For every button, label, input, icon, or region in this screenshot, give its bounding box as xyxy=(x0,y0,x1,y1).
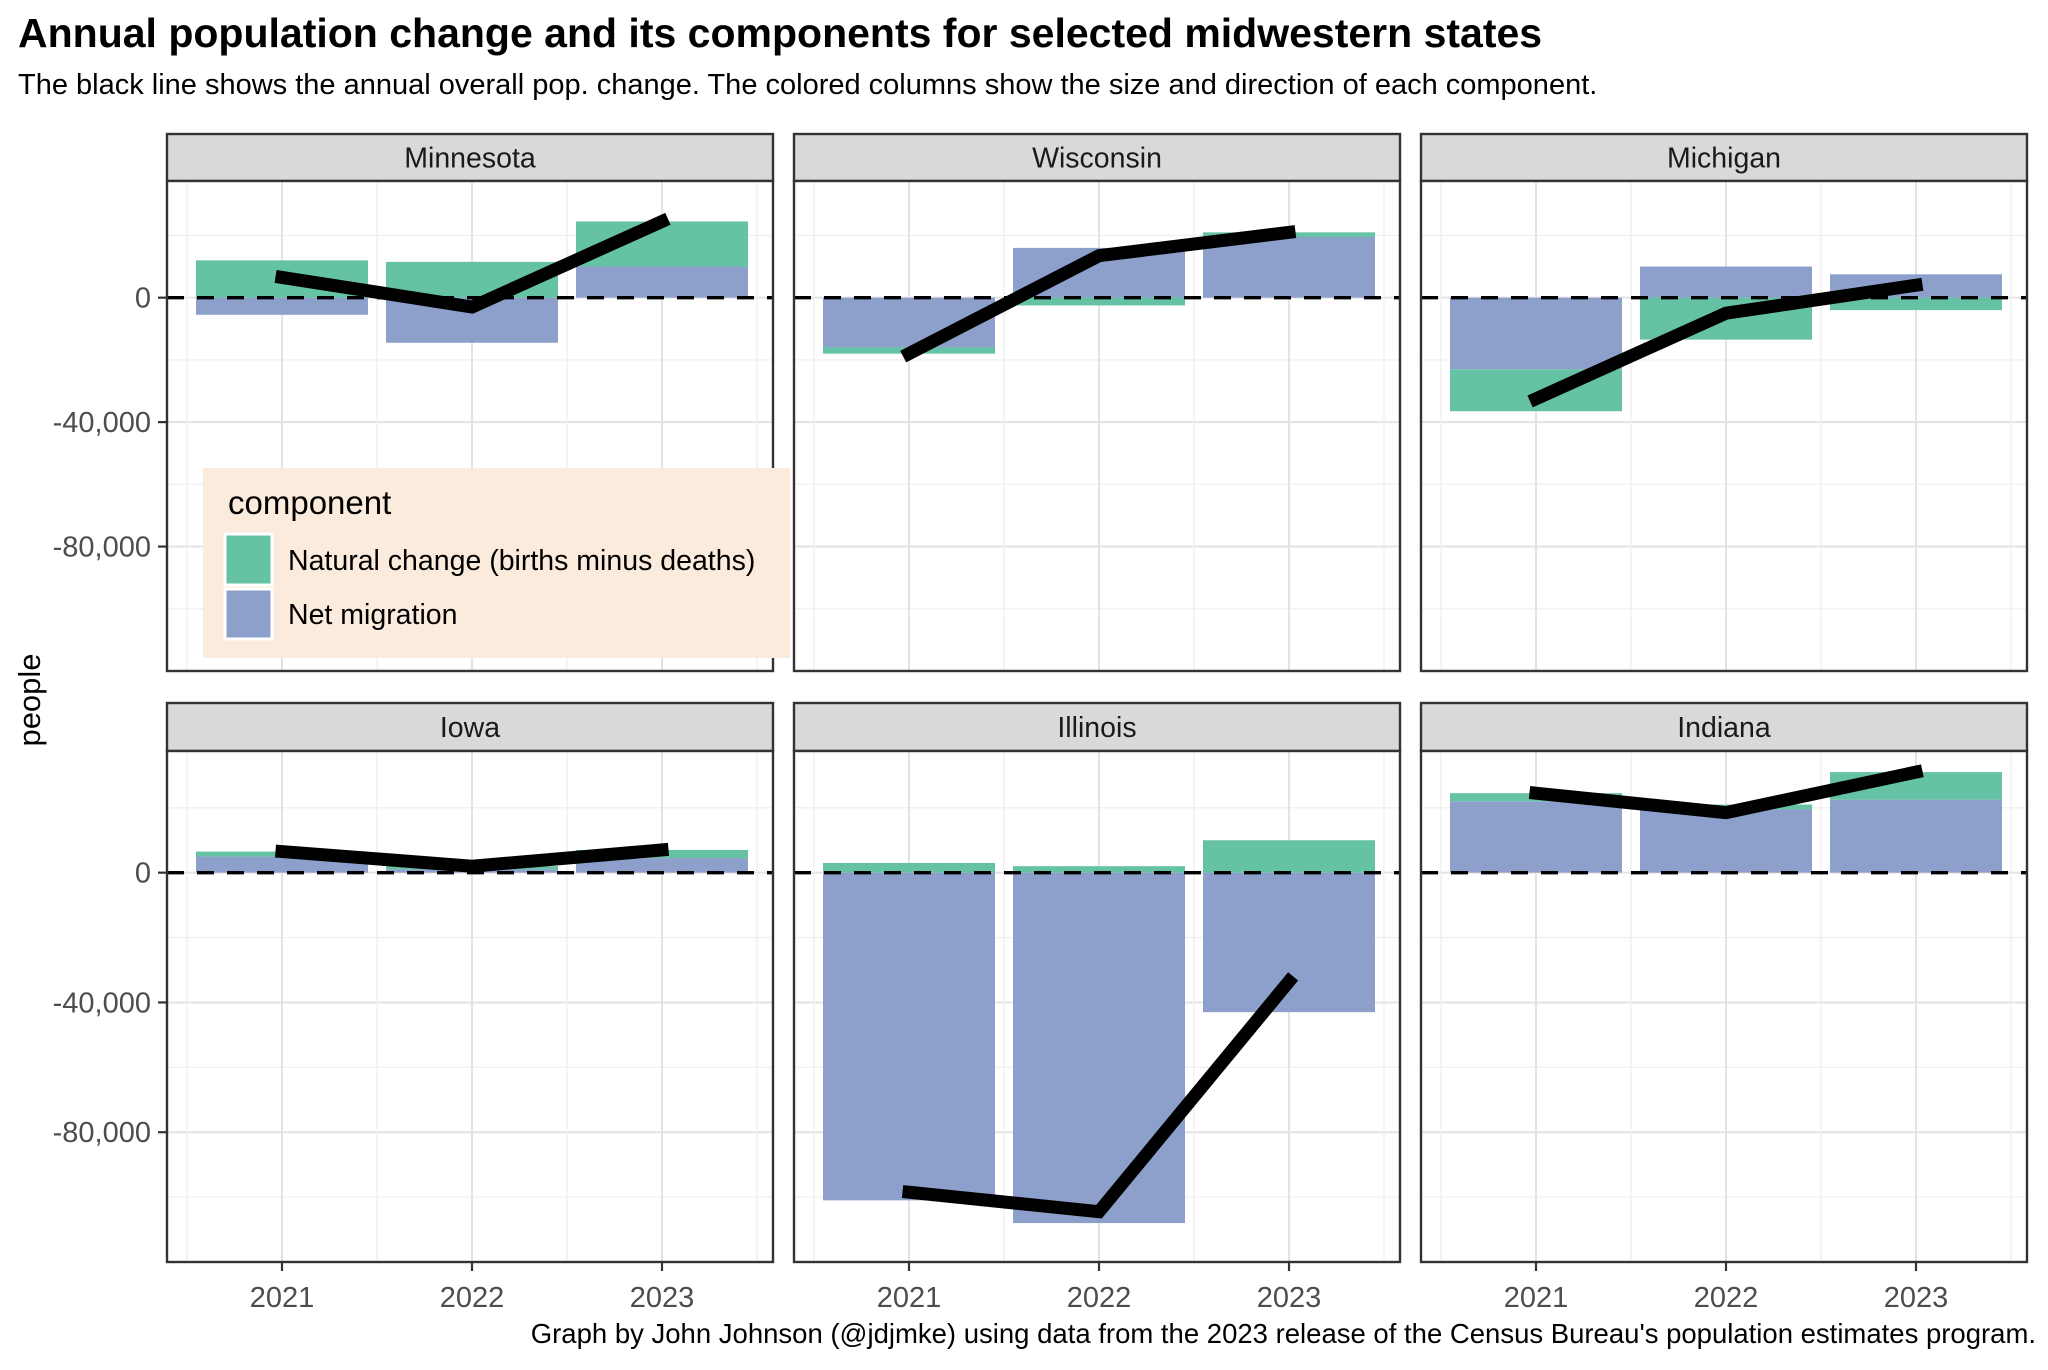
panel-border xyxy=(792,749,1402,1264)
x-tick-label-2022: 2022 xyxy=(1694,1282,1759,1314)
facet-strip xyxy=(792,701,1402,753)
facet-wisconsin: Wisconsin xyxy=(792,132,1402,673)
panel-border xyxy=(792,179,1402,673)
legend-background xyxy=(203,468,790,658)
facet-strip xyxy=(165,701,775,753)
x-tick-label-2021: 2021 xyxy=(1504,1282,1569,1314)
y-tick-label: 0 xyxy=(135,858,151,890)
facet-strip-label: Minnesota xyxy=(404,143,536,175)
bar-segment-net_migration-2021 xyxy=(1450,801,1622,873)
bar-segment-net_migration-2021 xyxy=(196,297,368,315)
panel-border xyxy=(165,749,775,1264)
legend-label-natural-change: Natural change (births minus deaths) xyxy=(288,545,755,577)
facet-indiana: Indiana xyxy=(1419,701,2029,1264)
y-tick-label: -40,000 xyxy=(53,987,151,1019)
legend-swatch-net-migration xyxy=(223,587,274,641)
bar-segment-natural_change-2022 xyxy=(1013,866,1185,873)
facet-strip xyxy=(1419,132,2029,183)
total-change-line xyxy=(1527,277,1924,408)
bar-segment-net_migration-2022 xyxy=(1640,266,1812,298)
facet-illinois: Illinois xyxy=(792,701,1402,1264)
panel-background xyxy=(167,751,773,1262)
facet-strip xyxy=(792,132,1402,183)
bar-segment-net_migration-2022 xyxy=(1013,872,1185,1224)
facet-michigan: Michigan xyxy=(1419,132,2029,673)
caption: Graph by John Johnson (@jdjmke) using da… xyxy=(531,1318,2036,1349)
bar-segment-natural_change-2022 xyxy=(1013,297,1185,306)
x-tick-label-2021: 2021 xyxy=(877,1282,942,1314)
facet-strip-label: Wisconsin xyxy=(1032,143,1162,175)
bar-segment-net_migration-2021 xyxy=(823,872,995,1201)
legend-swatch-natural-change xyxy=(223,532,274,587)
facet-strip-label: Indiana xyxy=(1677,712,1771,744)
x-tick-label-2021: 2021 xyxy=(250,1282,315,1314)
bar-segment-net_migration-2023 xyxy=(576,858,748,873)
x-tick-label-2022: 2022 xyxy=(1067,1282,1132,1314)
x-tick-label-2022: 2022 xyxy=(440,1282,505,1314)
legend: component Natural change (births minus d… xyxy=(203,468,790,658)
y-tick-label: -80,000 xyxy=(53,532,151,564)
total-change-line xyxy=(1528,764,1924,820)
legend-title: component xyxy=(228,484,391,521)
legend-label-net-migration: Net migration xyxy=(288,599,457,631)
total-change-line xyxy=(900,225,1297,363)
facet-strip-label: Iowa xyxy=(440,712,500,744)
x-tick-label-2023: 2023 xyxy=(1884,1282,1949,1314)
facet-grid: Minnesota Wisconsin Michigan Iowa Illinois In… xyxy=(165,132,2029,1264)
bar-segment-natural_change-2023 xyxy=(1830,297,2002,311)
bar-segment-net_migration-2023 xyxy=(576,266,748,298)
total-change-line xyxy=(274,212,671,314)
panel-background xyxy=(1421,181,2027,671)
panel-border xyxy=(1419,749,2029,1264)
panel-border xyxy=(165,179,775,673)
bar-segment-net_migration-2022 xyxy=(1640,809,1812,873)
total-change-line xyxy=(901,972,1299,1219)
bar-segment-natural_change-2021 xyxy=(823,862,995,873)
bar-segment-net_migration-2023 xyxy=(1203,237,1375,298)
facet-strip-label: Illinois xyxy=(1057,712,1136,744)
axis-layer: 2021 2022 2023 2021 2022 2023 2021 2022 2023 0 -40… xyxy=(53,283,1949,1314)
page-title: Annual population change and its compone… xyxy=(18,10,1542,56)
facet-strip xyxy=(1419,701,2029,753)
y-tick-label: -40,000 xyxy=(53,407,151,439)
bar-segment-net_migration-2021 xyxy=(1450,297,1622,370)
page-subtitle: The black line shows the annual overall … xyxy=(18,69,1597,101)
bar-segment-net_migration-2023 xyxy=(1830,799,2002,873)
y-tick-label: 0 xyxy=(135,283,151,315)
facet-iowa: Iowa xyxy=(165,701,775,1264)
facet-strip-label: Michigan xyxy=(1667,143,1781,175)
x-tick-label-2023: 2023 xyxy=(1257,1282,1322,1314)
y-axis-label: people xyxy=(12,653,47,746)
panel-border xyxy=(1419,179,2029,673)
x-tick-label-2023: 2023 xyxy=(630,1282,695,1314)
total-change-line xyxy=(275,842,670,873)
facet-strip xyxy=(165,132,775,183)
y-tick-label: -80,000 xyxy=(53,1117,151,1149)
bar-segment-natural_change-2023 xyxy=(1203,840,1375,873)
